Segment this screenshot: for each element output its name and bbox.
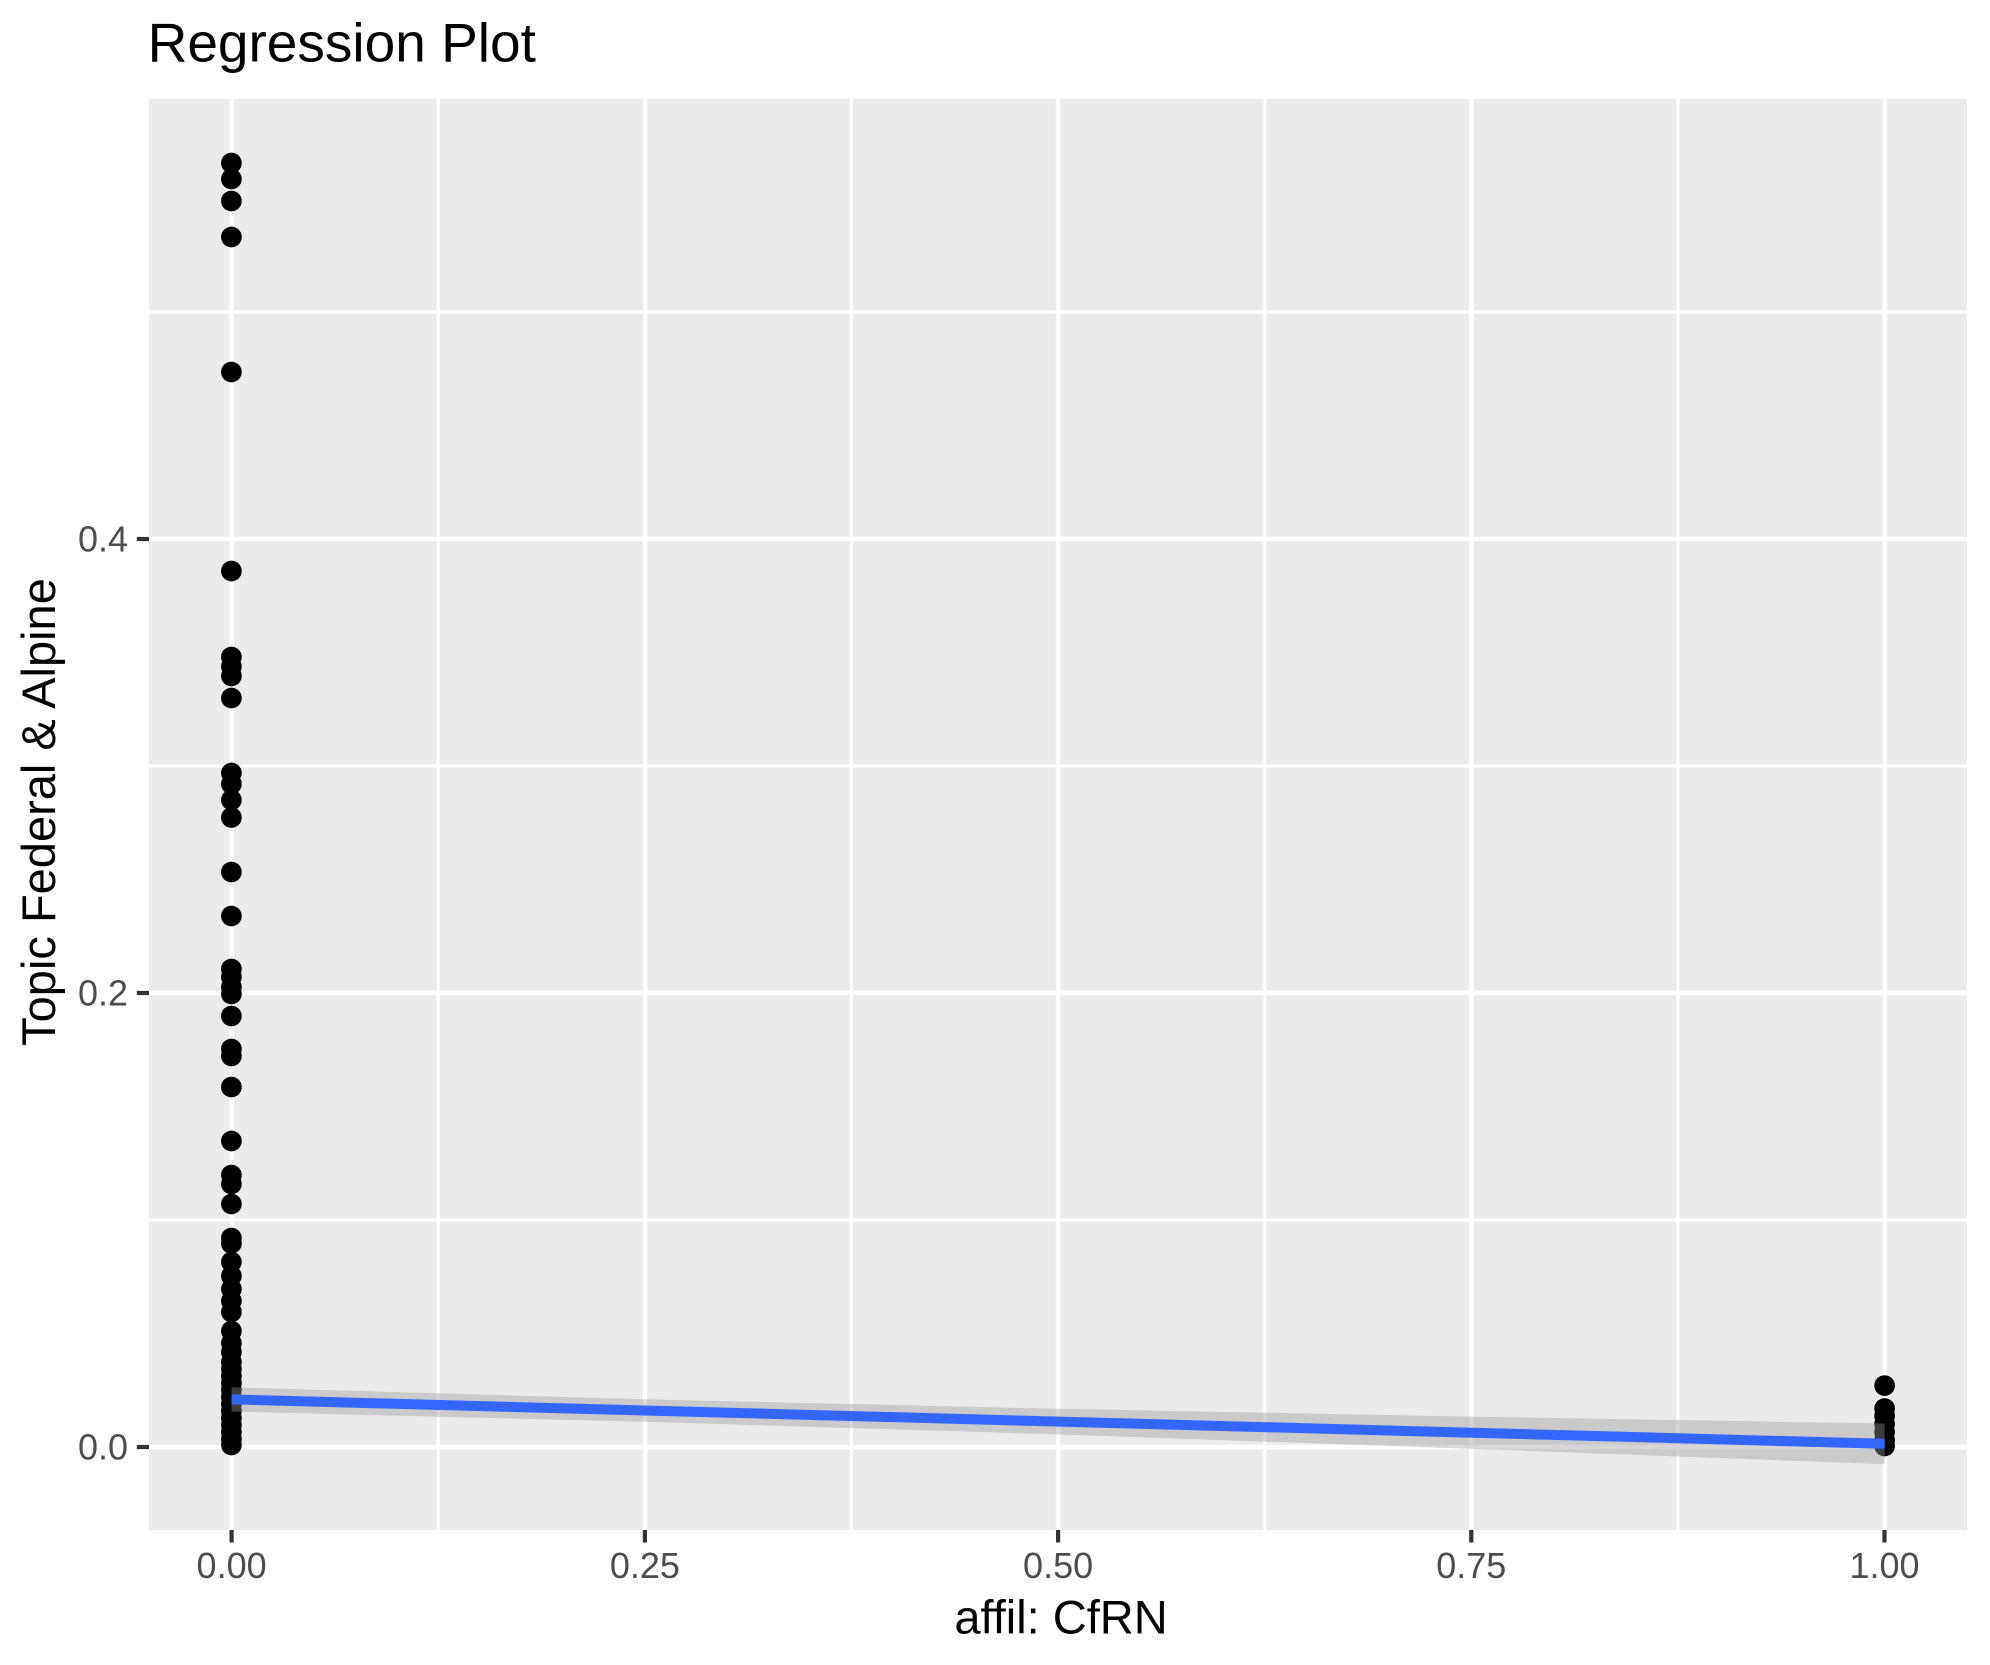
svg-text:0.25: 0.25 (610, 1545, 680, 1586)
svg-text:0.0: 0.0 (78, 1426, 128, 1467)
svg-text:Regression Plot: Regression Plot (148, 11, 536, 73)
svg-text:0.75: 0.75 (1436, 1545, 1506, 1586)
svg-text:0.4: 0.4 (78, 518, 128, 559)
svg-text:0.2: 0.2 (78, 972, 128, 1013)
svg-text:1.00: 1.00 (1849, 1545, 1919, 1586)
svg-text:0.50: 0.50 (1023, 1545, 1093, 1586)
svg-text:affil: CfRN: affil: CfRN (954, 1591, 1167, 1644)
svg-text:0.00: 0.00 (197, 1545, 267, 1586)
svg-text:Topic Federal & Alpine: Topic Federal & Alpine (12, 578, 65, 1046)
